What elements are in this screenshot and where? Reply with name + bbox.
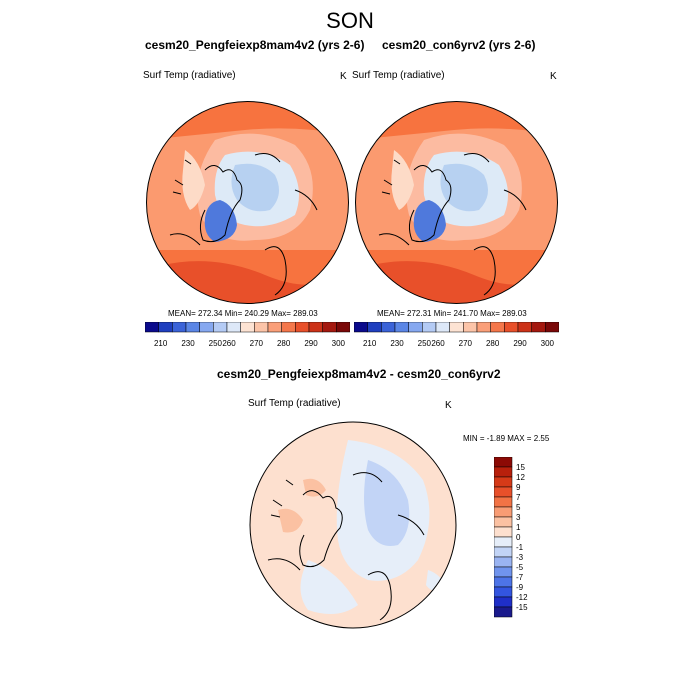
colorbar-swatch xyxy=(354,322,368,333)
colorbar-swatch xyxy=(504,322,519,333)
colorbar-tick-label: -12 xyxy=(516,593,528,602)
colorbar-swatch xyxy=(545,322,559,333)
colorbar-panel-1: 210 230 250 260 270 280 290 300 xyxy=(145,322,350,348)
colorbar-swatch xyxy=(158,322,173,333)
colorbar-swatch xyxy=(240,322,255,333)
panel-3-map xyxy=(249,421,457,629)
colorbar-tick-label: -1 xyxy=(516,543,524,552)
panel-1-variable: Surf Temp (radiative) xyxy=(143,70,236,81)
panel-3-title: cesm20_Pengfeiexp8mam4v2 - cesm20_con6yr… xyxy=(217,367,501,381)
colorbar-tick-label: 3 xyxy=(516,513,521,522)
colorbar-swatch xyxy=(254,322,269,333)
colorbar-swatch xyxy=(494,496,513,508)
colorbar-tick-label: 0 xyxy=(516,533,521,542)
colorbar-swatch xyxy=(494,516,513,528)
colorbar-tick-label: 260 xyxy=(431,339,445,348)
panel-2-title: cesm20_con6yrv2 (yrs 2-6) xyxy=(382,38,536,52)
colorbar-tick-label: 270 xyxy=(459,339,473,348)
colorbar-swatch xyxy=(494,526,513,538)
panel-3-variable: Surf Temp (radiative) xyxy=(248,398,341,409)
colorbar-tick-label: 300 xyxy=(541,339,555,348)
panel-1-coastlines xyxy=(169,153,318,296)
panel-2-stats: MEAN= 272.31 Min= 241.70 Max= 289.03 xyxy=(377,309,527,318)
colorbar-swatch xyxy=(408,322,423,333)
panel-2-variable: Surf Temp (radiative) xyxy=(352,70,445,81)
colorbar-swatch xyxy=(490,322,505,333)
colorbar-swatch xyxy=(226,322,241,333)
colorbar-tick-label: 15 xyxy=(516,463,525,472)
colorbar-tick-label: 300 xyxy=(332,339,346,348)
colorbar-tick-label: 210 xyxy=(154,339,168,348)
colorbar-swatch xyxy=(531,322,546,333)
colorbar-swatch xyxy=(463,322,478,333)
colorbar-swatch xyxy=(213,322,228,333)
colorbar-swatch xyxy=(494,536,513,548)
colorbar-tick-label: 280 xyxy=(486,339,500,348)
colorbar-tick-label: 230 xyxy=(181,339,195,348)
colorbar-swatch xyxy=(494,466,513,478)
colorbar-tick-label: -3 xyxy=(516,553,524,562)
figure-title: SON xyxy=(326,8,374,33)
colorbar-tick-label: 9 xyxy=(516,483,521,492)
colorbar-tick-label: 210 xyxy=(363,339,377,348)
panel-3-stats: MIN = -1.89 MAX = 2.55 xyxy=(463,434,550,443)
panel-1-title: cesm20_Pengfeiexp8mam4v2 (yrs 2-6) xyxy=(145,38,365,52)
panel-1-map xyxy=(146,101,349,304)
panel-2-unit: K xyxy=(550,71,557,82)
colorbar-swatch xyxy=(517,322,532,333)
colorbar-panel-2: 210 230 250 260 270 280 290 300 xyxy=(354,322,559,348)
colorbar-tick-label: -9 xyxy=(516,583,524,592)
colorbar-swatch xyxy=(185,322,200,333)
colorbar-swatch xyxy=(494,596,513,608)
panel-3-coastlines xyxy=(267,472,425,621)
colorbar-swatch xyxy=(494,476,513,488)
colorbar-swatch xyxy=(281,322,296,333)
colorbar-swatch xyxy=(145,322,159,333)
panel-2-map xyxy=(355,101,558,304)
colorbar-swatch xyxy=(336,322,350,333)
colorbar-swatch xyxy=(322,322,337,333)
panel-1-stats: MEAN= 272.34 Min= 240.29 Max= 289.03 xyxy=(168,309,318,318)
colorbar-swatch xyxy=(295,322,310,333)
panel-3-unit: K xyxy=(445,400,452,411)
colorbar-swatch xyxy=(494,546,513,558)
colorbar-tick-label: -7 xyxy=(516,573,524,582)
colorbar-tick-label: 230 xyxy=(390,339,404,348)
colorbar-swatch xyxy=(449,322,464,333)
colorbar-tick-label: 290 xyxy=(513,339,527,348)
colorbar-swatch xyxy=(172,322,187,333)
colorbar-tick-label: 5 xyxy=(516,503,521,512)
colorbar-swatch xyxy=(199,322,214,333)
colorbar-tick-label: 290 xyxy=(304,339,318,348)
colorbar-swatch xyxy=(422,322,437,333)
colorbar-tick-label: 250 xyxy=(209,339,223,348)
colorbar-swatch xyxy=(476,322,491,333)
colorbar-swatch xyxy=(494,576,513,588)
colorbar-swatch xyxy=(494,506,513,518)
panel-1-unit: K xyxy=(340,71,347,82)
colorbar-tick-label: 260 xyxy=(222,339,236,348)
colorbar-swatch xyxy=(394,322,409,333)
colorbar-tick-label: 250 xyxy=(418,339,432,348)
colorbar-swatch xyxy=(494,556,513,568)
colorbar-swatch xyxy=(494,586,513,598)
colorbar-tick-label: 280 xyxy=(277,339,291,348)
colorbar-swatch xyxy=(381,322,396,333)
colorbar-tick-label: -15 xyxy=(516,603,528,612)
colorbar-swatch xyxy=(267,322,282,333)
colorbar-tick-label: 7 xyxy=(516,493,521,502)
colorbar-tick-label: -5 xyxy=(516,563,524,572)
colorbar-swatch xyxy=(494,457,513,468)
colorbar-tick-label: 12 xyxy=(516,473,525,482)
colorbar-swatch xyxy=(494,486,513,498)
colorbar-tick-label: 1 xyxy=(516,523,521,532)
colorbar-swatch xyxy=(494,606,513,618)
colorbar-swatch xyxy=(367,322,382,333)
colorbar-swatch xyxy=(435,322,450,333)
panel-2-coastlines xyxy=(378,153,527,296)
colorbar-tick-label: 270 xyxy=(250,339,264,348)
colorbar-swatch xyxy=(308,322,323,333)
colorbar-swatch xyxy=(494,566,513,578)
